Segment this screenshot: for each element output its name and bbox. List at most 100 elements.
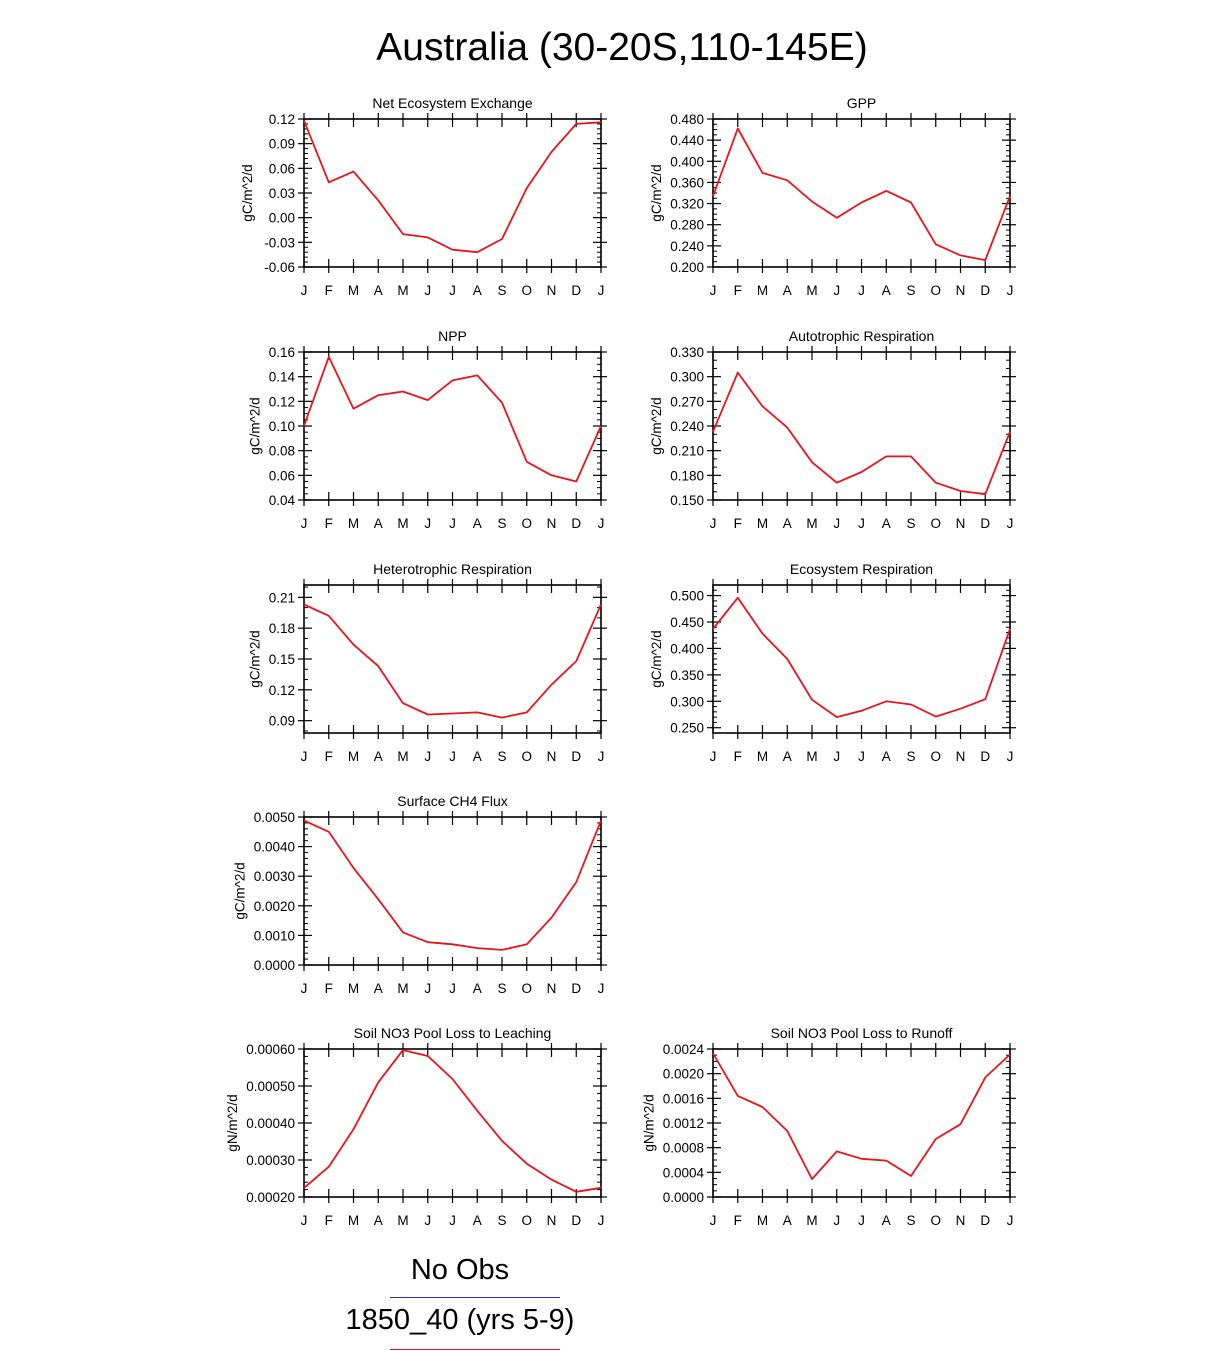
x-tick-label: A	[374, 283, 383, 298]
x-tick-label: O	[930, 283, 941, 298]
x-tick-label: D	[571, 283, 581, 298]
y-tick-label: 0.18	[269, 621, 295, 636]
y-tick-label: -0.03	[264, 235, 295, 250]
x-tick-label: N	[547, 283, 557, 298]
y-tick-label: 0.09	[269, 714, 295, 729]
legend-label-model: 1850_40 (yrs 5-9)	[345, 1304, 575, 1336]
plot-frame	[712, 1048, 1011, 1198]
chart-title: Soil NO3 Pool Loss to Runoff	[771, 1025, 953, 1041]
x-tick-label: J	[833, 1213, 840, 1228]
x-tick-label: A	[473, 1213, 482, 1228]
x-tick-label: N	[956, 1213, 966, 1228]
y-tick-label: 0.15	[269, 652, 295, 667]
y-tick-label: 0.0040	[254, 840, 295, 855]
y-tick-label: 0.350	[670, 668, 704, 683]
x-tick-label: A	[473, 516, 482, 531]
y-tick-label: 0.14	[269, 370, 296, 385]
x-tick-label: S	[497, 981, 506, 996]
x-tick-label: J	[301, 1213, 308, 1228]
x-tick-label: S	[497, 749, 506, 764]
y-tick-label: 0.12	[269, 112, 295, 127]
x-tick-label: J	[833, 749, 840, 764]
x-tick-label: M	[397, 749, 408, 764]
x-tick-label: J	[424, 283, 431, 298]
x-tick-label: A	[473, 981, 482, 996]
x-tick-label: F	[325, 749, 333, 764]
y-tick-label: 0.0000	[254, 958, 295, 973]
chart-panel-9: Soil NO3 Pool Loss to Runoff 0.0000 0.0004…	[641, 1025, 1016, 1228]
chart-title: Autotrophic Respiration	[789, 328, 935, 344]
y-tick-label: 0.280	[670, 218, 704, 233]
x-tick-label: D	[980, 283, 990, 298]
x-tick-label: N	[956, 516, 966, 531]
x-tick-label: M	[806, 516, 817, 531]
x-tick-label: M	[806, 749, 817, 764]
x-tick-label: J	[833, 283, 840, 298]
x-tick-label: M	[348, 1213, 359, 1228]
x-tick-label: A	[473, 283, 482, 298]
x-tick-label: M	[806, 1213, 817, 1228]
x-tick-label: F	[325, 283, 333, 298]
x-tick-label: J	[449, 516, 456, 531]
chart-panel-8: Soil NO3 Pool Loss to Leaching 0.00020 0.0…	[225, 1025, 607, 1228]
x-tick-label: J	[858, 749, 865, 764]
x-tick-label: F	[734, 749, 742, 764]
y-tick-label: 0.00020	[246, 1190, 295, 1205]
x-tick-label: M	[397, 1213, 408, 1228]
x-tick-label: J	[710, 283, 717, 298]
series-line	[712, 596, 1011, 718]
y-tick-label: 0.12	[269, 683, 295, 698]
x-tick-label: O	[521, 1213, 532, 1228]
x-tick-label: A	[374, 516, 383, 531]
x-tick-label: M	[757, 516, 768, 531]
y-tick-label: 0.0004	[663, 1165, 705, 1180]
x-tick-label: J	[858, 516, 865, 531]
x-tick-label: O	[930, 516, 941, 531]
x-tick-label: J	[598, 283, 605, 298]
y-tick-label: 0.360	[670, 175, 704, 190]
chart-panel-2: GPP 0.200 0.240 0.280 0.320 0.360 0.400 0.440 0.…	[649, 95, 1016, 298]
x-tick-label: M	[397, 516, 408, 531]
y-tick-label: 0.400	[670, 154, 704, 169]
x-tick-label: J	[449, 283, 456, 298]
y-tick-label: 0.400	[670, 641, 704, 656]
x-tick-label: D	[571, 516, 581, 531]
legend-line-obs	[390, 1297, 560, 1298]
x-tick-label: J	[1007, 749, 1014, 764]
x-tick-label: M	[348, 981, 359, 996]
plot-frame	[303, 351, 602, 501]
x-tick-label: J	[449, 749, 456, 764]
x-tick-label: J	[301, 516, 308, 531]
y-tick-label: 0.12	[269, 394, 295, 409]
y-tick-label: 0.440	[670, 133, 704, 148]
chart-panel-5: Heterotrophic Respiration 0.09 0.12 0.15 0.1…	[248, 561, 607, 764]
x-tick-label: A	[374, 981, 383, 996]
x-tick-label: O	[930, 1213, 941, 1228]
y-tick-label: 0.330	[670, 345, 704, 360]
y-tick-label: 0.00030	[246, 1153, 295, 1168]
x-tick-label: A	[882, 749, 891, 764]
plot-frame	[303, 118, 602, 268]
plot-frame	[712, 351, 1011, 501]
x-tick-label: F	[734, 1213, 742, 1228]
x-tick-label: J	[1007, 1213, 1014, 1228]
chart-title: Ecosystem Respiration	[790, 561, 933, 577]
x-tick-label: J	[833, 516, 840, 531]
series-line	[712, 1052, 1011, 1180]
y-tick-label: 0.200	[670, 260, 704, 275]
x-tick-label: D	[571, 981, 581, 996]
series-line	[712, 371, 1011, 496]
y-tick-label: 0.500	[670, 589, 704, 604]
x-tick-label: J	[1007, 516, 1014, 531]
x-tick-label: J	[424, 516, 431, 531]
x-tick-label: S	[906, 749, 915, 764]
x-tick-label: J	[301, 749, 308, 764]
y-tick-label: 0.09	[269, 137, 295, 152]
x-tick-label: D	[980, 749, 990, 764]
y-tick-label: 0.08	[269, 444, 295, 459]
x-tick-label: J	[301, 981, 308, 996]
x-tick-label: O	[521, 981, 532, 996]
x-tick-label: D	[980, 1213, 990, 1228]
series-line	[303, 355, 602, 483]
